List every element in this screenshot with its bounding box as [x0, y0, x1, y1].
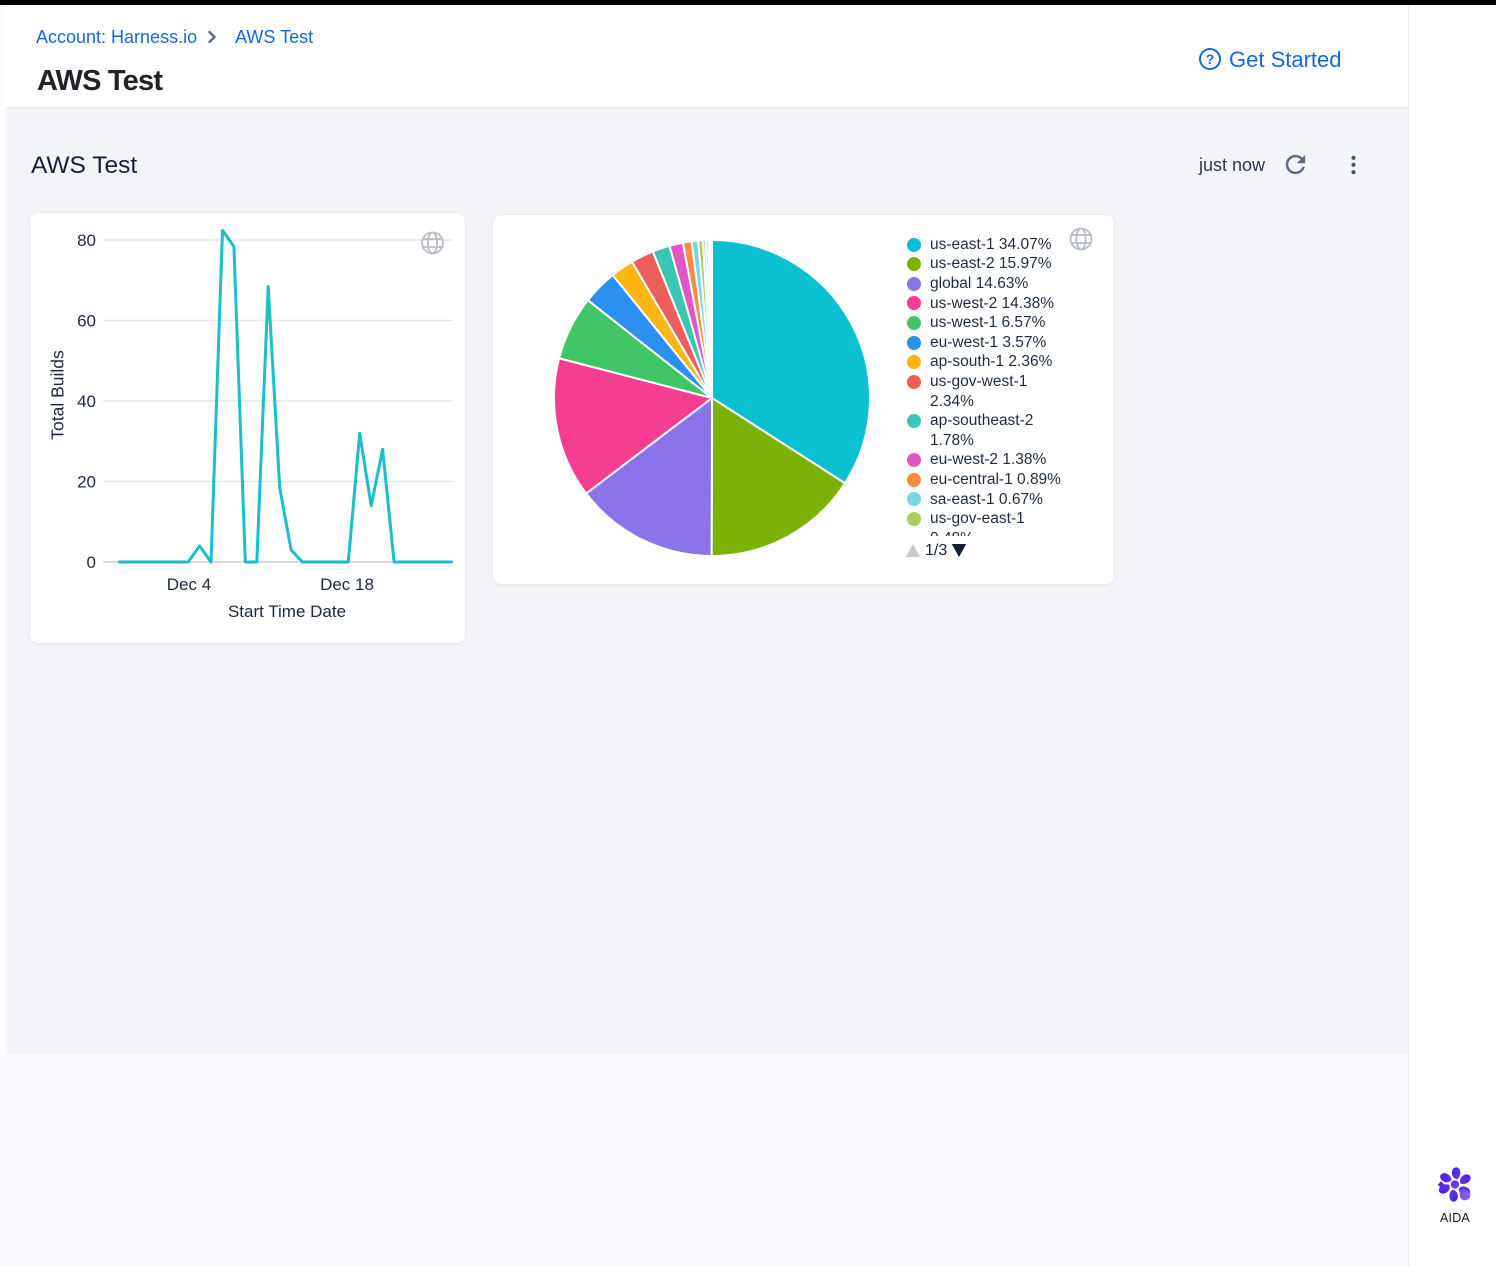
- svg-text:Total Builds: Total Builds: [48, 350, 68, 440]
- svg-text:Dec 18: Dec 18: [320, 575, 374, 594]
- svg-text:0: 0: [87, 553, 96, 572]
- svg-text:80: 80: [77, 231, 96, 250]
- svg-text:40: 40: [77, 392, 96, 411]
- svg-text:?: ?: [1206, 51, 1215, 67]
- svg-text:60: 60: [77, 312, 96, 331]
- svg-text:Dec 4: Dec 4: [167, 575, 211, 594]
- svg-text:Start Time Date: Start Time Date: [228, 602, 346, 621]
- svg-text:20: 20: [77, 473, 96, 492]
